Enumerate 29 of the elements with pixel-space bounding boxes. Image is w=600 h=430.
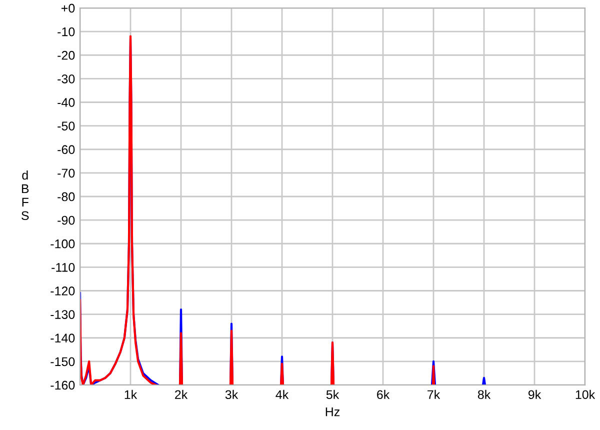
y-tick-label: -130 (50, 310, 75, 319)
y-tick-label: -40 (58, 98, 75, 107)
x-tick-label: 8k (478, 390, 491, 400)
y-tick-label: -60 (58, 145, 75, 154)
x-tick-label: 5k (326, 390, 340, 400)
y-tick-label: -160 (50, 380, 75, 390)
y-tick-label: -70 (58, 168, 75, 178)
y-tick-label: -10 (58, 27, 75, 36)
x-tick-label: 6k (377, 390, 390, 400)
x-tick-label: 2k (175, 390, 188, 399)
x-tick-label: 9k (528, 390, 542, 400)
y-axis-title: dBFS (22, 170, 29, 220)
y-tick-label: -30 (58, 74, 75, 84)
y-tick-label: -110 (52, 262, 75, 272)
x-tick-label: 4k (276, 390, 289, 399)
x-axis-title: Hz (326, 408, 340, 416)
y-tick-label: -140 (50, 334, 75, 343)
y-tick-label: -80 (58, 192, 75, 202)
y-tick-label: -100 (50, 239, 75, 248)
y-tick-label: +0 (62, 4, 75, 13)
y-tick-label: -20 (58, 50, 75, 60)
y-tick-label: -120 (50, 286, 75, 296)
y-tick-label: -150 (50, 357, 75, 366)
x-tick-label: 7k (428, 390, 440, 399)
y-tick-label: -50 (58, 122, 75, 130)
x-tick-label: 3k (225, 390, 238, 400)
x-tick-label: 1k (124, 390, 138, 399)
y-tick-label: -90 (58, 216, 75, 225)
x-tick-label: 10k (576, 390, 596, 400)
